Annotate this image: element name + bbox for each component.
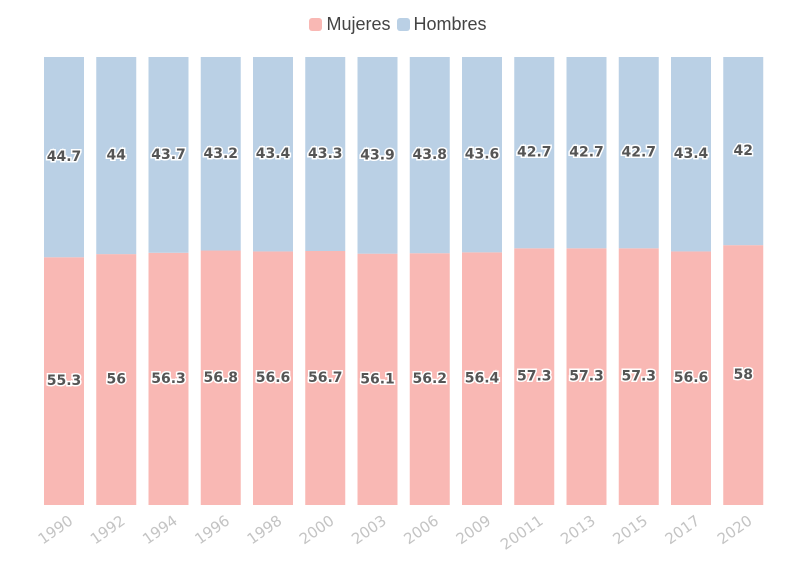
bar-hombres-2015[interactable] xyxy=(618,57,659,249)
data-label-hombres-2003: 43.9 xyxy=(360,147,395,163)
bar-hombres-2006[interactable] xyxy=(409,57,450,254)
legend-label-hombres: Hombres xyxy=(413,14,487,34)
bar-mujeres-1992[interactable] xyxy=(96,254,137,505)
legend-label-mujeres: Mujeres xyxy=(326,14,391,34)
x-tick-label-2006: 2006 xyxy=(400,512,442,549)
data-label-mujeres-2006: 56.2 xyxy=(412,371,447,387)
bar-hombres-2017[interactable] xyxy=(671,57,711,252)
data-label-mujeres-2017: 56.6 xyxy=(674,370,709,386)
x-tick-label-20011: 20011 xyxy=(497,512,546,554)
data-label-hombres-1998: 43.4 xyxy=(256,146,291,162)
data-label-mujeres-1996: 56.8 xyxy=(203,370,238,386)
bar-mujeres-2003[interactable] xyxy=(357,253,398,505)
data-label-hombres-20011: 42.7 xyxy=(517,145,552,161)
bar-hombres-1992[interactable] xyxy=(96,57,137,255)
x-tick-label-1992: 1992 xyxy=(87,512,129,549)
bar-hombres-2020[interactable] xyxy=(723,57,764,246)
data-label-hombres-2009: 43.6 xyxy=(465,147,500,163)
x-tick-label-2009: 2009 xyxy=(453,512,495,549)
bar-mujeres-2009[interactable] xyxy=(462,252,502,505)
data-label-mujeres-2003: 56.1 xyxy=(360,371,395,387)
legend-item-hombres[interactable]: Hombres xyxy=(396,14,487,35)
x-tick-label-2003: 2003 xyxy=(348,512,390,549)
data-label-hombres-2017: 43.4 xyxy=(674,146,709,162)
bar-mujeres-2020[interactable] xyxy=(723,245,764,505)
x-tick-label-2015: 2015 xyxy=(609,512,651,549)
bar-mujeres-1990[interactable] xyxy=(44,257,84,505)
data-label-mujeres-2000: 56.7 xyxy=(308,370,343,386)
data-label-mujeres-1998: 56.6 xyxy=(256,370,291,386)
data-label-mujeres-1992: 56 xyxy=(107,372,126,388)
bar-mujeres-2013[interactable] xyxy=(566,248,607,505)
legend-item-mujeres[interactable]: Mujeres xyxy=(309,14,391,35)
x-tick-label-2013: 2013 xyxy=(557,512,599,549)
bar-mujeres-2017[interactable] xyxy=(671,251,711,505)
bar-hombres-2000[interactable] xyxy=(305,57,346,251)
bar-mujeres-1998[interactable] xyxy=(253,251,293,505)
bar-hombres-1996[interactable] xyxy=(200,57,241,251)
data-label-hombres-1992: 44 xyxy=(107,148,127,164)
legend: Mujeres Hombres xyxy=(0,14,796,35)
data-label-hombres-1994: 43.7 xyxy=(151,147,186,163)
bar-mujeres-1994[interactable] xyxy=(148,252,189,505)
bar-mujeres-2015[interactable] xyxy=(618,248,659,505)
bar-hombres-2009[interactable] xyxy=(462,57,502,253)
bar-hombres-1998[interactable] xyxy=(253,57,293,252)
data-label-mujeres-2013: 57.3 xyxy=(569,369,604,385)
data-label-hombres-2015: 42.7 xyxy=(621,145,656,161)
data-label-hombres-2013: 42.7 xyxy=(569,145,604,161)
x-tick-label-1990: 1990 xyxy=(35,512,77,549)
x-tick-label-1996: 1996 xyxy=(191,512,233,549)
data-label-hombres-2006: 43.8 xyxy=(412,147,447,163)
data-label-mujeres-1994: 56.3 xyxy=(151,371,186,387)
x-tick-label-2020: 2020 xyxy=(714,512,756,549)
bar-mujeres-1996[interactable] xyxy=(200,250,241,505)
bar-hombres-2013[interactable] xyxy=(566,57,607,249)
x-tick-label-2017: 2017 xyxy=(662,512,704,549)
bar-mujeres-2006[interactable] xyxy=(409,253,450,505)
data-label-mujeres-2015: 57.3 xyxy=(621,369,656,385)
data-label-hombres-1996: 43.2 xyxy=(203,146,238,162)
bar-mujeres-2000[interactable] xyxy=(305,250,346,505)
data-label-mujeres-2020: 58 xyxy=(734,367,753,383)
data-label-mujeres-1990: 55.3 xyxy=(47,373,82,389)
data-label-mujeres-2009: 56.4 xyxy=(465,371,500,387)
x-tick-label-2000: 2000 xyxy=(296,512,338,549)
x-tick-label-1994: 1994 xyxy=(139,512,181,549)
data-label-hombres-2000: 43.3 xyxy=(308,146,343,162)
bar-mujeres-20011[interactable] xyxy=(514,248,555,505)
legend-swatch-mujeres xyxy=(309,18,323,31)
legend-swatch-hombres xyxy=(396,18,410,31)
data-label-hombres-1990: 44.7 xyxy=(47,149,82,165)
bar-hombres-2003[interactable] xyxy=(357,57,398,254)
bar-hombres-1990[interactable] xyxy=(44,57,84,258)
bar-hombres-20011[interactable] xyxy=(514,57,555,249)
bar-hombres-1994[interactable] xyxy=(148,57,189,253)
data-label-mujeres-20011: 57.3 xyxy=(517,369,552,385)
data-label-hombres-2020: 42 xyxy=(734,143,753,159)
x-tick-label-1998: 1998 xyxy=(244,512,286,549)
